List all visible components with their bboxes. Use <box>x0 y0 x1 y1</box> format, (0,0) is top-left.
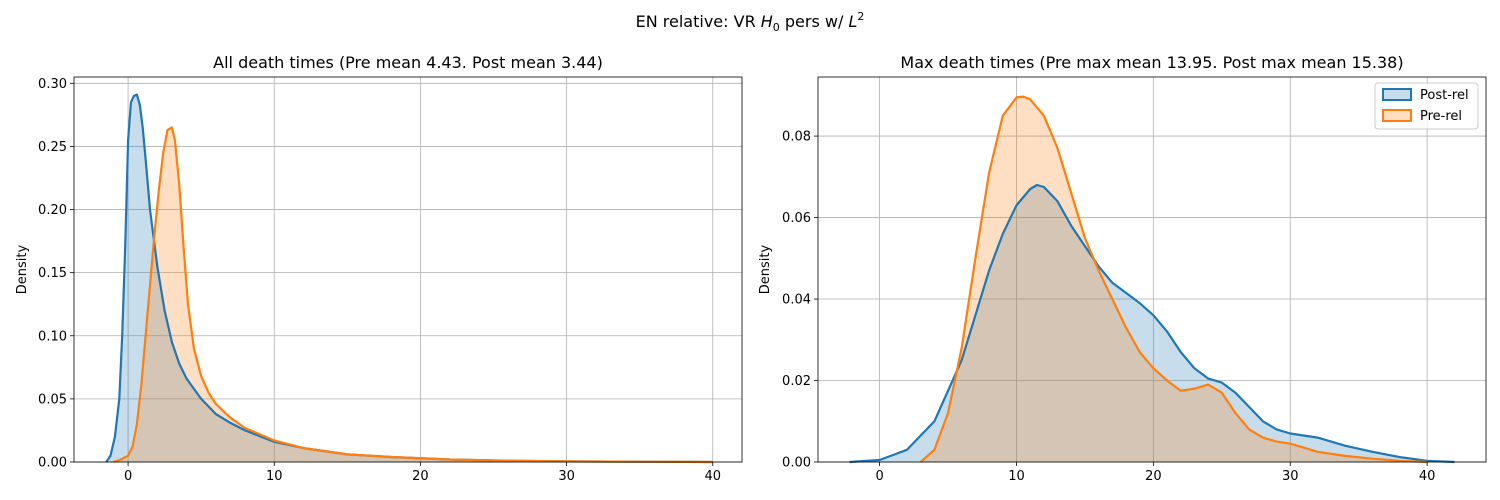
y-tick-label: 0.15 <box>38 266 67 281</box>
x-tick-label: 30 <box>558 469 575 484</box>
legend-label-pre-rel: Pre-rel <box>1420 109 1462 124</box>
y-axis-label: Density <box>758 244 773 294</box>
density-fill-pre <box>920 96 1428 462</box>
x-tick-label: 20 <box>412 469 429 484</box>
y-tick-label: 0.05 <box>38 392 67 407</box>
density-chart-all-death-times: 0 10 20 30 40 0.00 0.05 0.10 0.15 0.20 0.25 0.30 All… <box>15 53 743 484</box>
density-fill-post <box>106 94 713 462</box>
density-line-pre <box>919 95 1428 464</box>
x-tick-label: 0 <box>124 469 132 484</box>
density-fill-post <box>849 185 1455 462</box>
y-tick-label: 0.06 <box>782 211 811 226</box>
y-tick-label: 0.04 <box>782 293 811 308</box>
x-tick-label: 40 <box>704 469 721 484</box>
y-tick-label: 0.08 <box>782 130 811 145</box>
y-tick-label: 0.30 <box>38 77 67 92</box>
y-axis-label: Density <box>15 244 30 294</box>
x-tick-label: 20 <box>1145 469 1162 484</box>
chart-title: Max death times (Pre max mean 13.95. Pos… <box>900 53 1403 72</box>
x-tick-label: 10 <box>266 469 283 484</box>
legend-swatch-post-rel <box>1382 88 1412 101</box>
legend-swatch-pre-rel <box>1382 109 1412 122</box>
y-tick-label: 0.25 <box>38 140 67 155</box>
x-tick-label: 10 <box>1008 469 1025 484</box>
y-tick-label: 0.00 <box>38 456 67 471</box>
y-tick-label: 0.10 <box>38 329 67 344</box>
figure-suptitle: EN relative: VR H0 pers w/ L2 <box>636 10 865 34</box>
legend-label-post-rel: Post-rel <box>1420 88 1469 103</box>
y-tick-label: 0.00 <box>782 456 811 471</box>
chart-title: All death times (Pre mean 4.43. Post mea… <box>213 53 603 72</box>
x-tick-label: 30 <box>1282 469 1299 484</box>
legend-frame <box>1374 82 1479 130</box>
density-fill-pre <box>113 127 713 462</box>
axes-frame <box>73 76 743 463</box>
x-tick-label: 0 <box>875 469 883 484</box>
y-tick-label: 0.20 <box>38 203 67 218</box>
density-line-pre <box>113 126 713 464</box>
x-tick-label: 40 <box>1419 469 1436 484</box>
density-chart-max-death-times: 0 10 20 30 40 0.00 0.02 0.04 0.06 0.08 Max death t… <box>758 53 1487 484</box>
legend: Post-rel Pre-rel <box>1374 82 1479 130</box>
y-tick-label: 0.02 <box>782 374 811 389</box>
axes-frame <box>817 76 1487 463</box>
density-line-post <box>849 183 1455 464</box>
